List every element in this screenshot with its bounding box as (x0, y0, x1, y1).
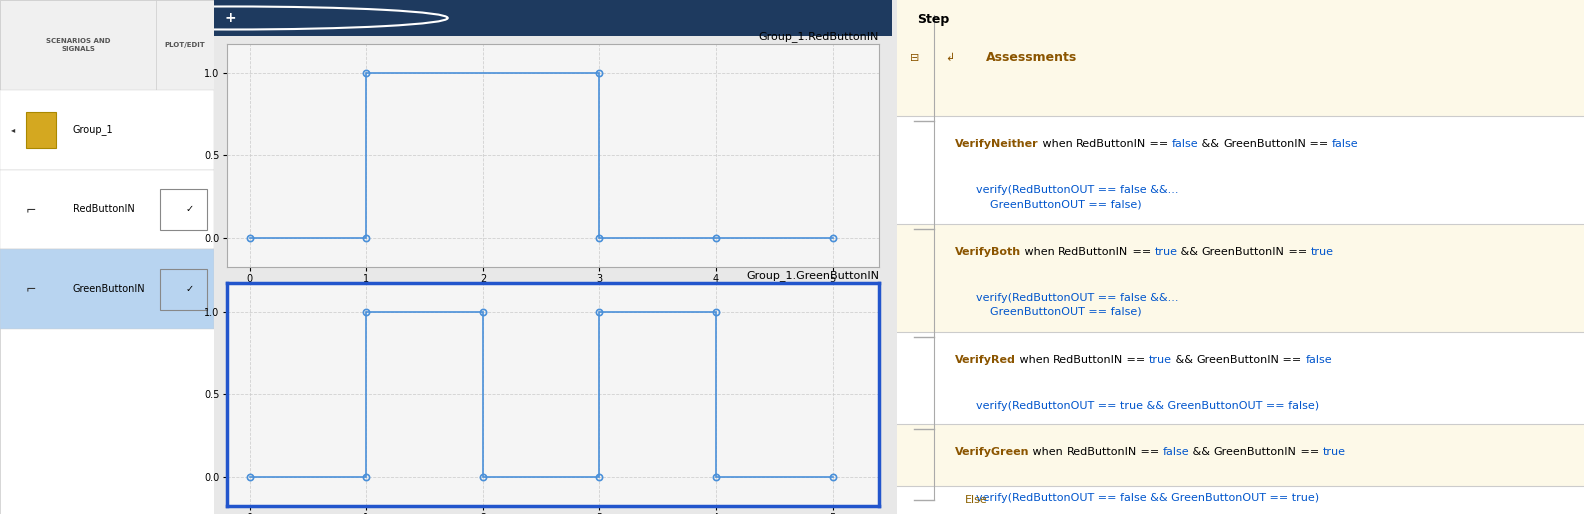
Text: Else: Else (965, 495, 988, 505)
Bar (897, 486, 1584, 514)
Text: +: + (225, 11, 236, 25)
Text: ==: == (1285, 247, 1310, 257)
Text: Step: Step (917, 13, 949, 26)
Bar (897, 116, 1584, 224)
Text: ⌐: ⌐ (25, 203, 36, 216)
Text: RedButtonIN: RedButtonIN (1053, 355, 1123, 365)
Text: ==: == (1123, 355, 1148, 365)
Text: GreenButtonIN: GreenButtonIN (1213, 447, 1297, 457)
Text: RedButtonIN: RedButtonIN (73, 205, 135, 214)
Text: verify(RedButtonOUT == false && GreenButtonOUT == true): verify(RedButtonOUT == false && GreenBut… (976, 493, 1319, 503)
Text: when: when (1022, 247, 1058, 257)
Text: ==: == (1305, 139, 1332, 149)
Bar (897, 0, 1584, 116)
Text: Assessments: Assessments (985, 51, 1077, 64)
Text: &&: && (1190, 447, 1213, 457)
Text: VerifyRed: VerifyRed (955, 355, 1015, 365)
Text: false: false (1172, 139, 1199, 149)
Text: VerifyNeither: VerifyNeither (955, 139, 1039, 149)
Bar (0, 249, 214, 329)
Text: ==: == (1137, 447, 1163, 457)
Text: RedButtonIN: RedButtonIN (1058, 247, 1129, 257)
Text: &&: && (1177, 247, 1202, 257)
Text: Group_1: Group_1 (73, 124, 114, 135)
Bar (25, 112, 55, 148)
Text: ==: == (1129, 247, 1155, 257)
Text: true: true (1155, 247, 1177, 257)
Text: ✓: ✓ (185, 284, 193, 294)
Bar (0, 0, 214, 90)
Text: RedButtonIN: RedButtonIN (1066, 447, 1137, 457)
Text: ◂: ◂ (11, 125, 14, 134)
Text: ==: == (1147, 139, 1172, 149)
Text: PLOT/EDIT: PLOT/EDIT (165, 42, 206, 48)
Text: false: false (1332, 139, 1357, 149)
Bar (0, 170, 214, 249)
Text: Group_1.RedButtonIN: Group_1.RedButtonIN (759, 31, 879, 43)
Text: ==: == (1280, 355, 1305, 365)
Text: &&: && (1172, 355, 1196, 365)
Text: GreenButtonIN: GreenButtonIN (1223, 139, 1305, 149)
Text: verify(RedButtonOUT == true && GreenButtonOUT == false): verify(RedButtonOUT == true && GreenButt… (976, 401, 1319, 411)
Text: verify(RedButtonOUT == false &&...
    GreenButtonOUT == false): verify(RedButtonOUT == false &&... Green… (976, 293, 1178, 317)
Text: GreenButtonIN: GreenButtonIN (1196, 355, 1280, 365)
Text: false: false (1305, 355, 1332, 365)
Bar (0, 90, 214, 170)
Text: VerifyBoth: VerifyBoth (955, 247, 1022, 257)
Text: ✓: ✓ (185, 205, 193, 214)
Text: GreenButtonIN: GreenButtonIN (1202, 247, 1285, 257)
Text: ⊟: ⊟ (911, 53, 920, 63)
Bar (897, 332, 1584, 424)
Bar (160, 269, 208, 309)
Text: SCENARIOS AND
SIGNALS: SCENARIOS AND SIGNALS (46, 38, 111, 52)
Text: RedButtonIN: RedButtonIN (1076, 139, 1147, 149)
Text: when: when (1015, 355, 1053, 365)
Text: ⌐: ⌐ (25, 283, 36, 296)
Text: when: when (1030, 447, 1066, 457)
Text: VerifyGreen: VerifyGreen (955, 447, 1030, 457)
Text: ↲: ↲ (944, 53, 954, 63)
Bar (157, 0, 214, 90)
Text: GreenButtonIN: GreenButtonIN (73, 284, 146, 294)
Bar (897, 424, 1584, 486)
Text: verify(RedButtonOUT == false &&...
    GreenButtonOUT == false): verify(RedButtonOUT == false &&... Green… (976, 185, 1178, 209)
Text: Group_1.GreenButtonIN: Group_1.GreenButtonIN (746, 270, 879, 282)
Text: when: when (1039, 139, 1076, 149)
Text: true: true (1148, 355, 1172, 365)
Bar (160, 189, 208, 230)
Text: true: true (1310, 247, 1334, 257)
Bar (897, 224, 1584, 332)
Text: true: true (1323, 447, 1345, 457)
Text: ==: == (1297, 447, 1323, 457)
Text: false: false (1163, 447, 1190, 457)
Text: &&: && (1199, 139, 1223, 149)
